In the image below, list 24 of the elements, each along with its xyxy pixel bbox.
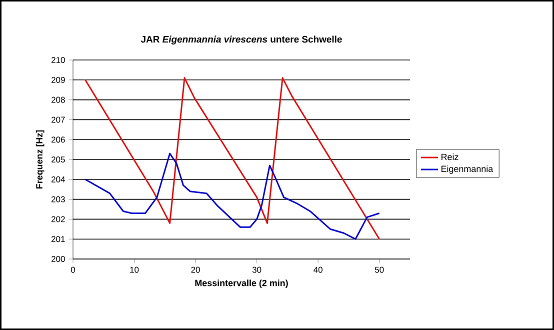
x-tick-label: 10: [130, 266, 139, 273]
y-tick-label: 205: [52, 156, 65, 162]
x-tick-label: 0: [70, 266, 76, 273]
x-tick-label: 20: [191, 266, 200, 273]
legend-label: Reiz: [442, 153, 458, 160]
x-tick-label: 30: [252, 266, 262, 273]
line-series: [84, 77, 380, 240]
y-tick-label: 204: [52, 176, 65, 182]
y-tick-label: 209: [52, 76, 65, 83]
y-tick-label: 203: [52, 196, 65, 202]
line-series: [84, 152, 380, 240]
chart-title: JAR Eigenmannia virescens untere Schwelle: [140, 36, 342, 45]
y-tick-label: 210: [52, 57, 65, 63]
y-tick-label: 206: [52, 136, 65, 143]
y-tick-label: 201: [52, 236, 65, 242]
y-tick-label: 207: [52, 116, 65, 123]
x-tick-label: 40: [314, 266, 322, 273]
y-tick-label: 202: [52, 216, 65, 222]
y-axis-title: Frequenz [Hz]: [36, 130, 44, 189]
legend-label: Eigenmannia: [442, 165, 494, 174]
x-axis-title: Messintervalle (2 min): [195, 280, 288, 288]
y-tick-label: 208: [52, 96, 65, 103]
x-tick-label: 50: [375, 266, 384, 273]
y-tick-label: 200: [52, 256, 65, 262]
